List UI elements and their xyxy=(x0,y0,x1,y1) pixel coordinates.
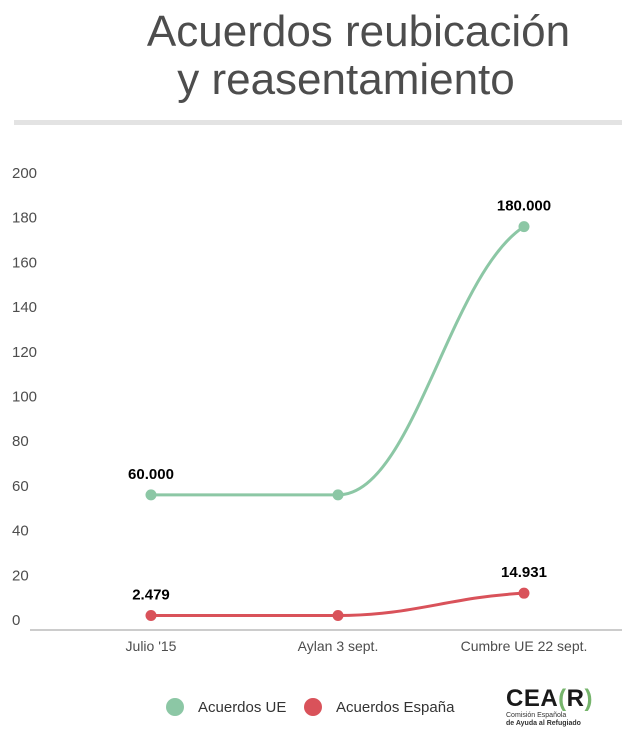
data-point-0-2 xyxy=(518,221,530,233)
data-label: 14.931 xyxy=(501,564,547,581)
data-point-1-2 xyxy=(518,587,530,599)
legend-label-eu: Acuerdos UE xyxy=(198,698,287,716)
legend-marker-eu xyxy=(166,698,184,716)
x-tick-label: Aylan 3 sept. xyxy=(298,638,379,654)
y-tick-label: 200 xyxy=(12,165,37,182)
y-tick-label: 120 xyxy=(12,344,37,361)
data-point-1-0 xyxy=(145,610,157,622)
cear-logo-mark: CEA(R) xyxy=(506,685,594,712)
y-tick-label: 80 xyxy=(12,433,29,450)
y-tick-label: 100 xyxy=(12,389,37,406)
data-point-1-1 xyxy=(332,610,344,622)
legend-label-spain: Acuerdos España xyxy=(336,698,455,716)
x-tick-label: Julio '15 xyxy=(126,638,177,654)
data-label: 2.479 xyxy=(132,587,170,604)
title-divider xyxy=(14,120,622,125)
y-tick-label: 40 xyxy=(12,523,29,540)
data-label: 60.000 xyxy=(128,466,174,483)
y-tick-label: 140 xyxy=(12,299,37,316)
legend-item-eu[interactable]: Acuerdos UE xyxy=(166,698,286,716)
cear-logo-subtitle-1: Comisión Española xyxy=(506,712,567,719)
y-tick-label: 160 xyxy=(12,254,37,271)
cear-logo-subtitle-2: de Ayuda al Refugiado xyxy=(506,720,581,727)
series-line-1 xyxy=(149,591,526,618)
legend-marker-spain xyxy=(304,698,322,716)
y-tick-label: 180 xyxy=(12,210,37,227)
y-tick-label: 20 xyxy=(12,567,29,584)
data-point-0-1 xyxy=(332,489,344,501)
series-line-0 xyxy=(149,225,526,497)
y-tick-label: 60 xyxy=(12,478,29,495)
cear-logo: CEA(R) Comisión Española de Ayuda al Ref… xyxy=(506,686,616,728)
chart-title-line-2: y reasentamiento xyxy=(177,55,515,104)
data-point-0-0 xyxy=(145,489,157,501)
x-tick-label: Cumbre UE 22 sept. xyxy=(461,638,588,654)
legend-item-spain[interactable]: Acuerdos España xyxy=(304,698,454,716)
chart-title: Acuerdos reubicación y reasentamiento xyxy=(0,8,622,104)
y-tick-label: 0 xyxy=(12,612,20,629)
chart-title-line-1: Acuerdos reubicación xyxy=(146,7,571,56)
line-chart: 0 20 40 60 80 100 120 140 160 180 200 Julio '15 Ayla… xyxy=(12,165,622,654)
data-label: 180.000 xyxy=(497,198,551,215)
